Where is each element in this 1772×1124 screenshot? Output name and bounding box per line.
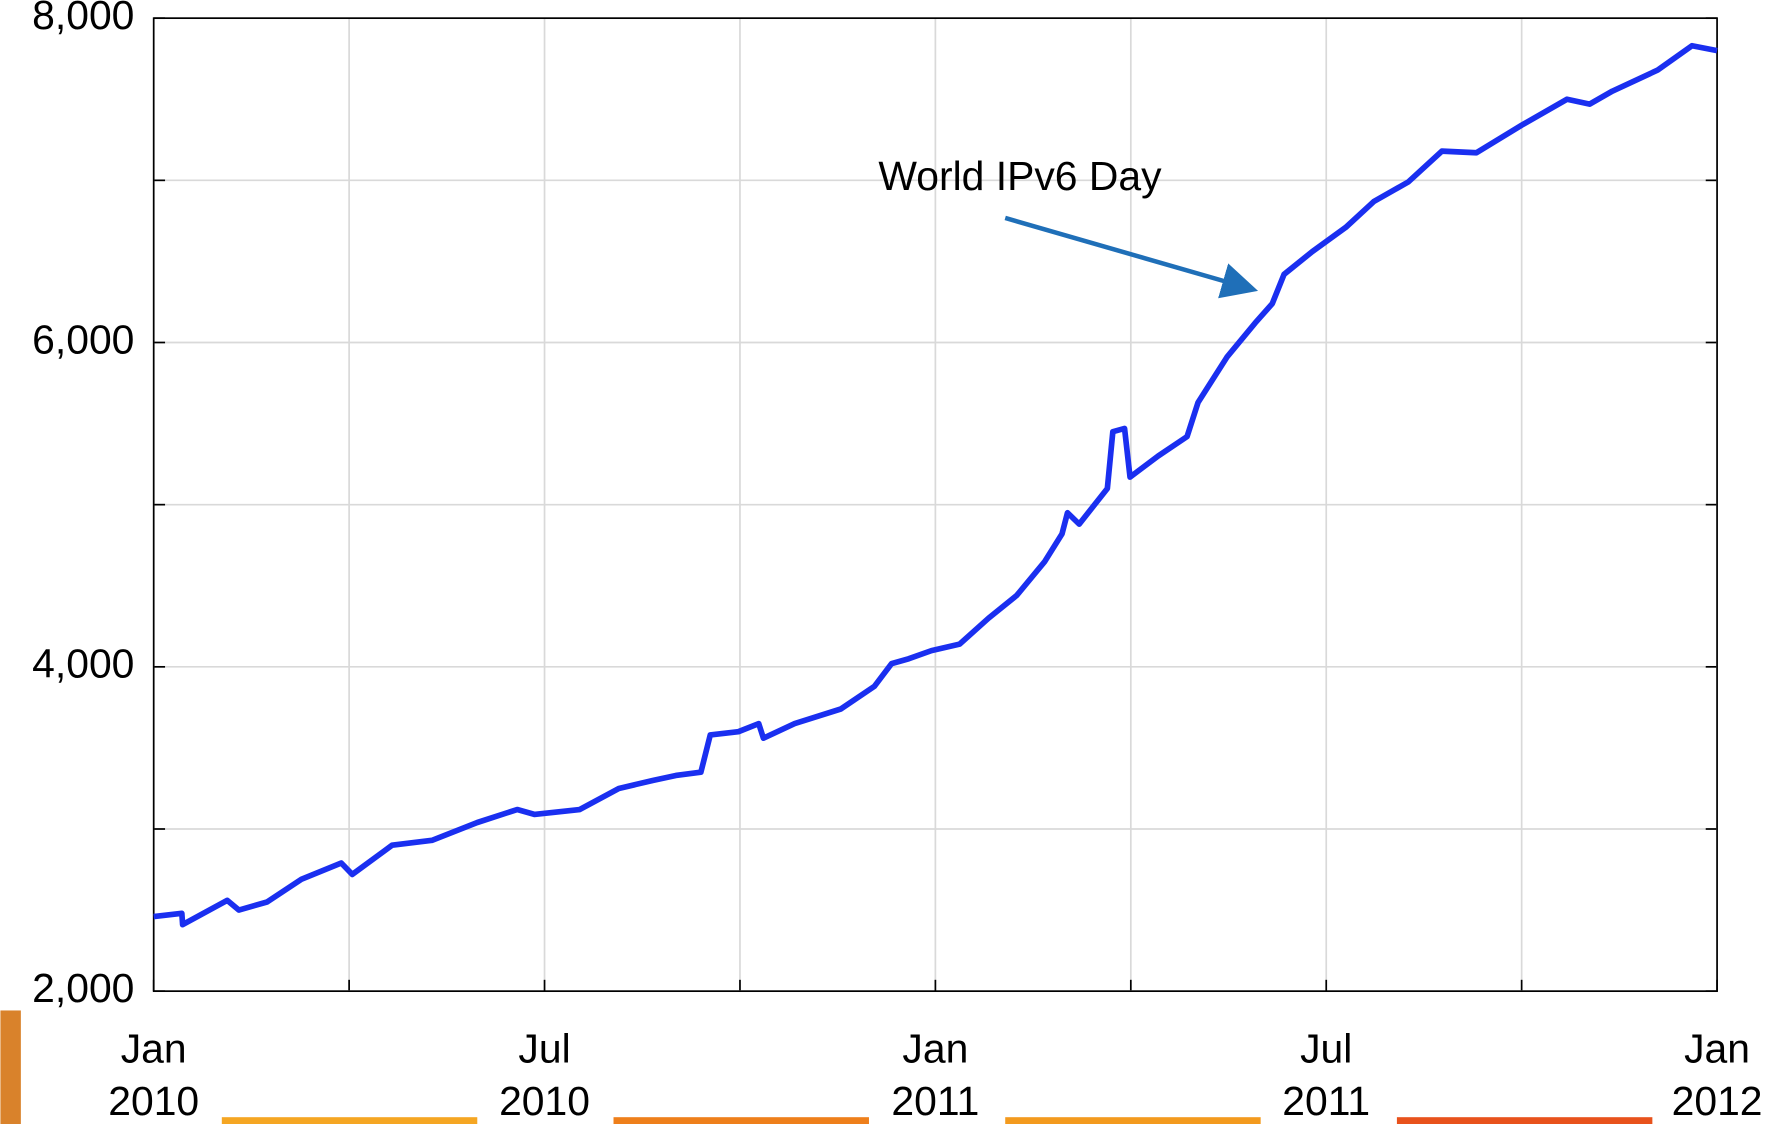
y-tick-label: 2,000	[32, 965, 134, 1011]
y-tick-label: 6,000	[32, 316, 134, 362]
footer-bar	[613, 1117, 869, 1124]
x-tick-label-box: Jul 2011	[1282, 1025, 1371, 1124]
x-tick-label-box: Jan 2012	[1671, 1025, 1763, 1124]
x-tick-label: Jul 2010	[499, 1025, 591, 1124]
x-tick-label-box: Jan 2010	[108, 1025, 200, 1124]
x-tick-label: Jan 2010	[108, 1025, 200, 1124]
x-tick-label-box: Jul 2010	[499, 1025, 591, 1124]
footer-logo	[0, 1010, 21, 1124]
plot-frame	[152, 17, 1718, 993]
y-tick-label: 8,000	[32, 0, 134, 38]
annotation-arrow	[1004, 215, 1259, 299]
y-tick-label: 4,000	[32, 641, 134, 687]
annotation: World IPv6 Day	[878, 153, 1162, 199]
x-tick-label-box: Jan 2011	[891, 1025, 980, 1124]
footer-bar	[221, 1117, 478, 1124]
x-tick-label: Jan 2012	[1671, 1025, 1763, 1124]
data-line	[153, 42, 1718, 928]
x-tick-label: Jul 2011	[1282, 1025, 1371, 1124]
x-tick-label: Jan 2011	[891, 1025, 980, 1124]
footer-bar	[1396, 1117, 1653, 1124]
marks	[153, 42, 1718, 928]
footer-bar	[1005, 1117, 1261, 1124]
